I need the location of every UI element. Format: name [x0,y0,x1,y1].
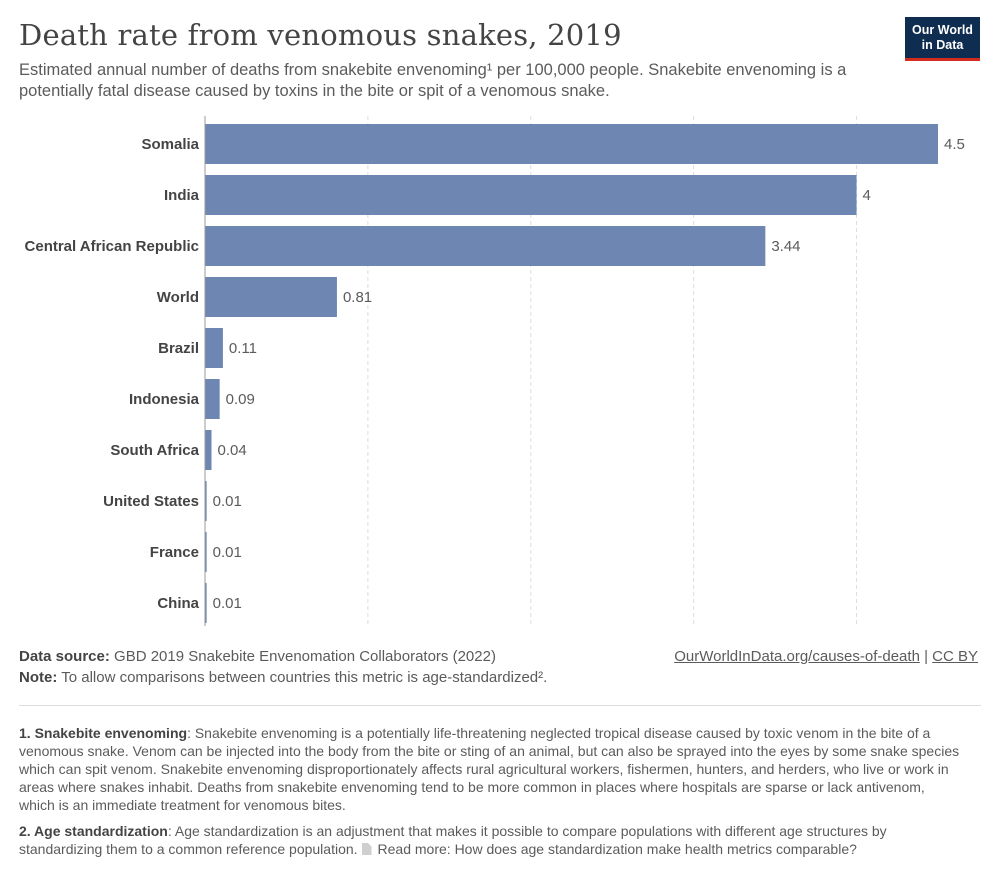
category-label-8: France [150,544,199,561]
footnote-2-text: : Age standardization is an adjustment t… [19,823,887,857]
bar-chart: Somalia 4.5 India 4 Central African Republic… [25,116,965,626]
bar-9[interactable] [205,583,207,623]
logo-line-1: Our World [912,23,973,37]
source-text: GBD 2019 Snakebite Envenomation Collabor… [114,648,496,665]
value-label-2: 3.44 [771,238,800,255]
bar-1[interactable] [205,175,857,215]
category-label-9: China [157,595,199,612]
note-label: Note: [19,669,58,686]
bar-7[interactable] [205,481,207,521]
value-label-5: 0.09 [226,391,255,408]
value-label-7: 0.01 [213,493,242,510]
bars [205,124,938,623]
value-label-9: 0.01 [213,595,242,612]
data-source: Data source: GBD 2019 Snakebite Envenoma… [19,648,496,665]
category-label-2: Central African Republic [25,238,199,255]
value-label-6: 0.04 [218,442,247,459]
value-label-1: 4 [863,187,871,204]
owid-link[interactable]: OurWorldInData.org/causes-of-death [674,648,920,665]
value-label-0: 4.5 [944,136,965,153]
chart-title: Death rate from venomous snakes, 2019 [19,18,622,52]
footnote-2-read-more[interactable]: Read more: How does age standardization … [377,841,857,857]
footer-divider [19,705,981,706]
source-label: Data source: [19,648,110,665]
category-label-3: World [157,289,199,306]
footnote-2: 2. Age standardization: Age standardizat… [19,822,964,858]
labels: Somalia 4.5 India 4 Central African Republic… [25,136,965,612]
logo-line-2: in Data [921,38,964,52]
bar-6[interactable] [205,430,212,470]
value-label-3: 0.81 [343,289,372,306]
footnote-2-label: 2. Age standardization [19,823,168,839]
value-label-8: 0.01 [213,544,242,561]
bar-5[interactable] [205,379,220,419]
bar-8[interactable] [205,532,207,572]
category-label-0: Somalia [141,136,199,153]
bar-2[interactable] [205,226,766,266]
category-label-1: India [164,187,200,204]
owid-logo[interactable]: Our World in Data [905,17,980,61]
footnote-1-label: 1. Snakebite envenoming [19,725,188,741]
note-text: To allow comparisons between countries t… [61,669,548,686]
category-label-7: United States [103,493,199,510]
document-icon [361,843,372,855]
footnote-1-text: : Snakebite envenoming is a potentially … [19,725,960,813]
category-label-4: Brazil [158,340,199,357]
note: Note: To allow comparisons between count… [19,669,547,686]
footnote-1: 1. Snakebite envenoming: Snakebite enven… [19,724,964,814]
license-link[interactable]: CC BY [932,648,978,665]
bar-4[interactable] [205,328,223,368]
category-label-6: South Africa [110,442,199,459]
credit: OurWorldInData.org/causes-of-death | CC … [674,648,978,665]
category-label-5: Indonesia [129,391,200,408]
credit-separator: | [919,648,933,665]
value-label-4: 0.11 [229,340,257,357]
bar-0[interactable] [205,124,938,164]
bar-3[interactable] [205,277,337,317]
chart-subtitle: Estimated annual number of deaths from s… [19,61,847,100]
